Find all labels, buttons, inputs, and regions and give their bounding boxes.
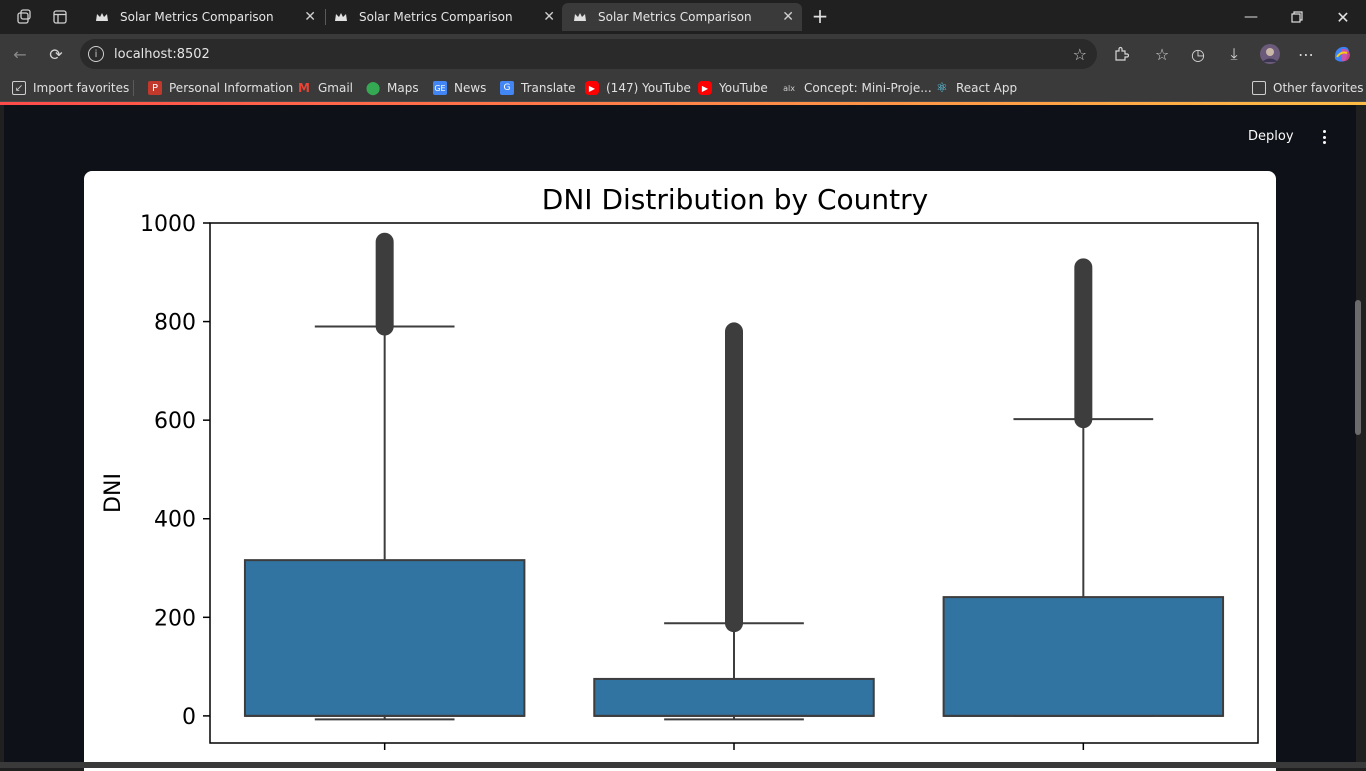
bookmark-divider — [133, 80, 134, 96]
extensions-icon[interactable] — [1109, 42, 1133, 66]
bookmark-label: Personal Information — [169, 81, 294, 95]
tab-title: Solar Metrics Comparison — [598, 10, 752, 24]
y-tick-label: 600 — [154, 409, 196, 434]
site-info-icon[interactable]: i — [88, 46, 104, 62]
more-options-icon[interactable]: ⋯ — [1298, 44, 1314, 64]
youtube-icon: ▶ — [698, 81, 712, 95]
box — [593, 677, 875, 717]
news-icon: GE — [433, 81, 447, 95]
taskbar-edge — [0, 762, 1366, 768]
streamlit-header-decoration — [0, 102, 1366, 105]
bookmark-label: Maps — [387, 81, 419, 95]
deploy-button[interactable]: Deploy — [1248, 129, 1294, 144]
bookmark-maps[interactable]: ⬤ Maps — [366, 79, 419, 97]
navigation-bar: ← ⟳ i localhost:8502 ☆ ☆ ◷ ⤓ ⋯ — [0, 34, 1366, 74]
scrollbar[interactable] — [1355, 300, 1361, 435]
bookmark-label: Translate — [521, 81, 576, 95]
bookmark-personal-information[interactable]: P Personal Information — [148, 79, 293, 97]
tab-title: Solar Metrics Comparison — [120, 10, 274, 24]
plot-area: 0 200 400 600 800 1000 — [140, 212, 1259, 750]
bookmark-label: YouTube — [719, 81, 768, 95]
y-tick-label: 400 — [154, 508, 196, 533]
y-tick-label: 1000 — [140, 212, 196, 237]
streamlit-crown-icon — [572, 9, 588, 25]
main-menu-icon[interactable] — [1314, 127, 1334, 147]
bookmark-label: Gmail — [318, 81, 354, 95]
address-bar[interactable]: i localhost:8502 ☆ — [80, 39, 1097, 69]
minimize-button[interactable]: — — [1244, 9, 1258, 25]
close-window-button[interactable]: ✕ — [1336, 7, 1350, 27]
import-icon: ↙ — [12, 81, 26, 95]
tab-1[interactable]: Solar Metrics Comparison ✕ — [84, 3, 324, 31]
maps-icon: ⬤ — [365, 80, 381, 96]
bookmark-gmail[interactable]: M Gmail — [297, 79, 353, 97]
y-tick-label: 0 — [182, 705, 196, 730]
copilot-icon[interactable] — [1330, 42, 1354, 66]
favorite-star-icon[interactable]: ☆ — [1072, 44, 1087, 64]
bookmark-translate[interactable]: G Translate — [500, 79, 576, 97]
bookmark-label: Concept: Mini-Proje... — [804, 81, 932, 95]
bookmark-label: React App — [956, 81, 1018, 95]
box — [942, 596, 1225, 717]
back-icon[interactable]: ← — [13, 44, 27, 64]
downloads-icon[interactable]: ⤓ — [1230, 44, 1238, 63]
personal-info-icon: P — [148, 81, 162, 95]
streamlit-crown-icon — [94, 9, 110, 25]
bookmark-react-app[interactable]: ⚛ React App — [935, 79, 1017, 97]
history-icon[interactable]: ◷ — [1191, 44, 1205, 64]
favorites-icon[interactable]: ☆ — [1154, 44, 1170, 64]
chart-title: DNI Distribution by Country — [542, 183, 928, 216]
tab-title: Solar Metrics Comparison — [359, 10, 513, 24]
bookmark-news[interactable]: GE News — [433, 79, 486, 97]
tab-2[interactable]: Solar Metrics Comparison ✕ — [323, 3, 563, 31]
tab-bar: Solar Metrics Comparison ✕ Solar Metrics… — [0, 0, 1366, 34]
refresh-icon[interactable]: ⟳ — [49, 44, 63, 64]
bookmark-youtube[interactable]: ▶ YouTube — [698, 79, 768, 97]
youtube-icon: ▶ — [585, 81, 599, 95]
close-icon[interactable]: ✕ — [543, 9, 555, 25]
workspaces-icon[interactable] — [6, 0, 42, 34]
tab-actions-icon[interactable] — [42, 0, 78, 34]
gmail-icon: M — [298, 81, 310, 95]
chart-figure: DNI Distribution by Country DNI 0 200 400 6… — [84, 171, 1276, 771]
bookmark-concept-mini-project[interactable]: alx Concept: Mini-Proje... — [781, 79, 932, 97]
react-icon: ⚛ — [936, 80, 948, 96]
y-tick-label: 200 — [154, 606, 196, 631]
y-tick-label: 800 — [154, 311, 196, 336]
new-tab-button[interactable]: + — [811, 4, 829, 28]
url-text[interactable]: localhost:8502 — [114, 46, 210, 62]
streamlit-app: Deploy DNI Distribution by Country DNI 0… — [4, 105, 1361, 771]
profile-avatar-icon[interactable] — [1258, 42, 1282, 66]
tab-3-active[interactable]: Solar Metrics Comparison ✕ — [562, 3, 802, 31]
restore-button[interactable] — [1274, 0, 1320, 34]
y-axis-label: DNI — [101, 473, 126, 513]
dni-boxplot-chart: DNI Distribution by Country DNI 0 200 400 6… — [101, 183, 1259, 750]
folder-icon — [1252, 81, 1266, 95]
alx-icon: alx — [783, 83, 795, 93]
bookmark-label: Other favorites — [1273, 81, 1364, 95]
bookmark-youtube-147[interactable]: ▶ (147) YouTube — [585, 79, 691, 97]
close-icon[interactable]: ✕ — [304, 9, 316, 25]
bookmarks-bar: ↙ Import favorites P Personal Informatio… — [0, 74, 1366, 102]
close-icon[interactable]: ✕ — [782, 9, 794, 25]
bookmark-import-favorites[interactable]: ↙ Import favorites — [12, 79, 129, 97]
bookmark-label: News — [454, 81, 487, 95]
translate-icon: G — [500, 81, 514, 95]
bookmark-label: Import favorites — [33, 81, 130, 95]
box — [243, 559, 526, 717]
bookmark-label: (147) YouTube — [606, 81, 691, 95]
tab-divider — [325, 9, 326, 25]
streamlit-crown-icon — [333, 9, 349, 25]
bookmark-other-favorites[interactable]: Other favorites — [1252, 79, 1364, 97]
